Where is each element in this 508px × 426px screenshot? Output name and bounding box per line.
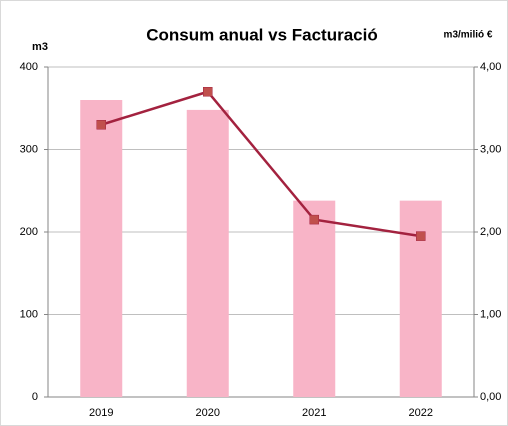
line-marker <box>203 87 213 97</box>
y2-axis-label: m3/milió € <box>444 30 493 41</box>
chart-title: Consum anual vs Facturació <box>146 25 377 44</box>
line-marker <box>96 120 106 130</box>
line-marker <box>416 231 426 241</box>
bar <box>399 200 442 397</box>
y-tick-label: 0 <box>32 391 38 403</box>
y-axis-label: m3 <box>32 41 48 53</box>
x-tick-label: 2019 <box>89 407 113 419</box>
bar <box>293 200 336 397</box>
y2-tick-label: 1,00 <box>480 308 501 320</box>
bar <box>186 109 229 398</box>
y2-tick-label: 4,00 <box>480 61 501 73</box>
x-tick-label: 2020 <box>196 407 220 419</box>
line <box>100 90 421 238</box>
y-tick-label: 100 <box>20 308 38 320</box>
line-marker <box>309 214 319 225</box>
y2-tick-label: 0,00 <box>480 391 501 403</box>
y-tick-label: 300 <box>20 143 38 155</box>
bar <box>80 100 123 397</box>
x-tick-label: 2022 <box>409 407 433 419</box>
y2-tick-label: 3,00 <box>480 143 501 155</box>
y-tick-label: 200 <box>20 226 38 238</box>
y-tick-label: 400 <box>20 61 38 73</box>
x-tick-label: 2021 <box>302 407 326 419</box>
y2-tick-label: 2,00 <box>480 226 501 238</box>
